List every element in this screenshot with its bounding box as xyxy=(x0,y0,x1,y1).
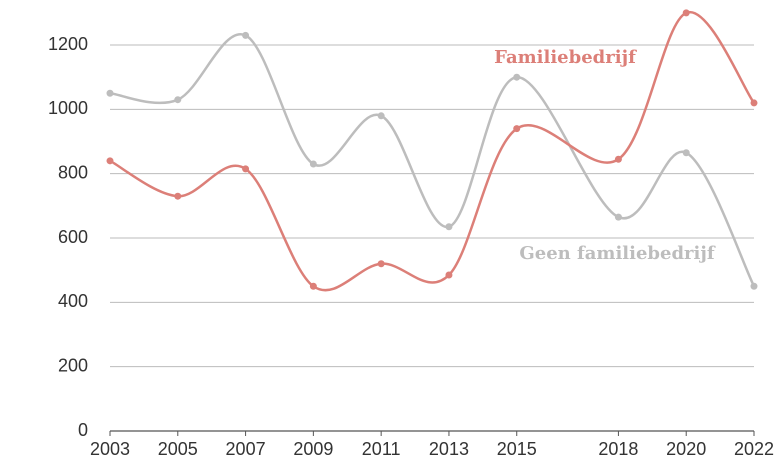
x-tick-label: 2003 xyxy=(90,439,130,459)
point xyxy=(377,112,385,120)
y-tick-label: 600 xyxy=(58,227,88,247)
x-tick-label: 2018 xyxy=(598,439,638,459)
point xyxy=(309,282,317,290)
x-tick-label: 2015 xyxy=(497,439,537,459)
point xyxy=(614,213,622,221)
x-tick-label: 2007 xyxy=(226,439,266,459)
y-tick-label: 1000 xyxy=(48,98,88,118)
y-tick-label: 800 xyxy=(58,162,88,182)
point xyxy=(513,73,521,81)
point xyxy=(106,157,114,165)
point xyxy=(242,165,250,173)
point xyxy=(682,9,690,17)
series-line xyxy=(109,33,756,287)
x-tick-label: 2022 xyxy=(734,439,774,459)
series-label: Geen familiebedrijf xyxy=(519,243,716,264)
y-tick-label: 400 xyxy=(58,291,88,311)
point xyxy=(750,99,758,107)
point xyxy=(309,160,317,168)
y-tick-label: 200 xyxy=(58,355,88,375)
point xyxy=(174,192,182,200)
x-tick-label: 2011 xyxy=(362,439,401,459)
y-tick-label: 0 xyxy=(78,420,88,440)
x-tick-label: 2005 xyxy=(158,439,198,459)
x-tick-label: 2013 xyxy=(429,439,469,459)
point xyxy=(106,89,114,97)
point xyxy=(682,149,690,157)
point xyxy=(513,125,521,133)
point xyxy=(445,223,453,231)
point xyxy=(614,155,622,163)
point xyxy=(242,31,250,39)
x-tick-label: 2020 xyxy=(666,439,706,459)
point xyxy=(377,260,385,268)
y-tick-label: 1200 xyxy=(48,34,88,54)
point xyxy=(750,282,758,290)
x-tick-label: 2009 xyxy=(293,439,333,459)
point xyxy=(445,271,453,279)
point xyxy=(174,96,182,104)
series-label: Familiebedrijf xyxy=(494,47,637,68)
